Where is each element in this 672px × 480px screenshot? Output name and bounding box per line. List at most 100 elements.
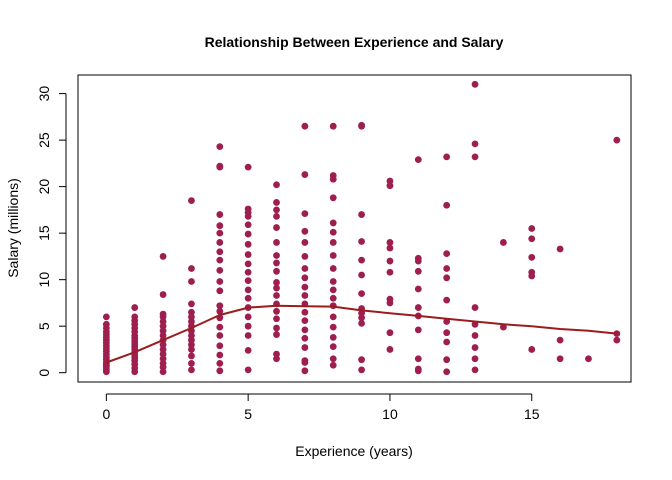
data-point xyxy=(329,172,337,179)
y-tick-label: 25 xyxy=(36,132,52,148)
data-point xyxy=(216,211,224,218)
data-point xyxy=(188,265,195,272)
data-point xyxy=(329,343,337,351)
data-point xyxy=(102,320,110,328)
data-point xyxy=(556,336,564,344)
y-axis-label: Salary (millions) xyxy=(5,178,21,278)
data-point xyxy=(301,367,309,375)
data-point xyxy=(301,171,309,178)
data-point xyxy=(443,368,451,376)
data-point xyxy=(358,256,365,264)
data-point xyxy=(188,352,195,360)
data-point xyxy=(358,121,365,129)
data-point xyxy=(358,314,365,322)
data-point xyxy=(358,366,365,374)
data-point xyxy=(159,291,167,298)
data-point xyxy=(329,355,337,363)
data-point xyxy=(358,238,365,245)
data-point xyxy=(273,199,280,206)
data-point xyxy=(329,219,337,227)
data-point xyxy=(358,271,365,279)
data-point xyxy=(188,366,195,374)
data-point xyxy=(528,253,536,261)
data-point xyxy=(273,224,280,231)
x-tick-label: 0 xyxy=(102,406,110,422)
data-point xyxy=(301,292,309,299)
data-point xyxy=(244,332,252,339)
data-point xyxy=(273,331,280,338)
data-point xyxy=(273,315,280,323)
data-point xyxy=(159,253,167,260)
data-point xyxy=(301,283,309,291)
data-point xyxy=(329,278,337,285)
plot-frame xyxy=(77,74,632,383)
y-axis: 0 5 10 15 20 25 30 xyxy=(36,86,67,377)
data-point xyxy=(273,213,280,220)
trend-line-group xyxy=(106,304,617,364)
data-point xyxy=(443,201,451,209)
data-point xyxy=(329,194,337,202)
data-point xyxy=(443,265,451,272)
data-point xyxy=(329,265,337,272)
data-point xyxy=(301,227,309,235)
data-point xyxy=(528,235,536,243)
data-point xyxy=(358,319,365,327)
data-point xyxy=(273,284,280,292)
data-point xyxy=(386,244,394,252)
data-point xyxy=(301,210,309,218)
data-point xyxy=(244,366,252,374)
data-points xyxy=(102,80,621,376)
data-point xyxy=(273,206,280,214)
data-point xyxy=(471,304,479,311)
data-point xyxy=(131,313,139,321)
data-point xyxy=(301,334,309,342)
data-point xyxy=(216,367,224,375)
data-point xyxy=(159,310,167,318)
data-point xyxy=(386,239,394,246)
data-point xyxy=(159,350,167,358)
data-point xyxy=(159,318,167,325)
data-point xyxy=(471,80,479,88)
data-point xyxy=(329,252,337,259)
data-point xyxy=(471,366,479,374)
data-point xyxy=(329,361,337,369)
data-point xyxy=(301,317,309,324)
data-point xyxy=(188,300,195,308)
data-point xyxy=(159,355,167,363)
data-point xyxy=(216,287,224,295)
data-point xyxy=(329,333,337,341)
data-point xyxy=(159,341,167,349)
data-point xyxy=(244,221,252,229)
data-point xyxy=(216,307,224,315)
data-point xyxy=(244,240,252,248)
data-point xyxy=(244,260,252,268)
data-point xyxy=(386,257,394,265)
data-point xyxy=(273,181,280,189)
data-point xyxy=(216,359,224,367)
data-point xyxy=(102,313,110,321)
data-point xyxy=(216,143,224,151)
data-point xyxy=(159,359,167,367)
data-point xyxy=(273,252,280,259)
data-point xyxy=(556,355,564,363)
data-point xyxy=(414,285,422,293)
chart-title: Relationship Between Experience and Sala… xyxy=(205,34,504,50)
y-tick-label: 30 xyxy=(36,86,52,102)
data-point xyxy=(301,326,309,334)
data-point xyxy=(386,329,394,337)
y-tick-label: 10 xyxy=(36,272,52,288)
data-point xyxy=(244,230,252,238)
y-tick-label: 5 xyxy=(36,322,52,330)
data-point xyxy=(613,336,621,344)
data-point xyxy=(499,239,507,246)
data-point xyxy=(244,268,252,276)
data-point xyxy=(216,162,224,170)
data-point xyxy=(244,322,252,330)
data-point xyxy=(301,274,309,282)
data-point xyxy=(443,153,451,161)
data-point xyxy=(414,304,422,311)
data-point xyxy=(188,336,195,344)
data-point xyxy=(443,338,451,346)
x-axis-label: Experience (years) xyxy=(295,443,413,459)
x-tick-label: 5 xyxy=(244,406,252,422)
